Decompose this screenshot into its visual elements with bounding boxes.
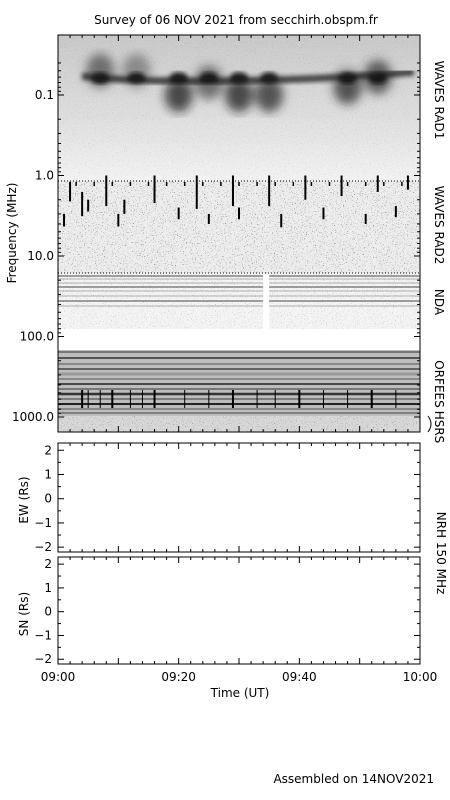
rs-tick-label: 0 [44, 605, 52, 619]
band-label: NDA [432, 289, 446, 316]
time-tick-label: 09:20 [161, 670, 196, 684]
ew-axis-ticks: 2 1 0 −1 −2 [34, 443, 420, 554]
rs-tick-label: −1 [34, 516, 52, 530]
hsrs-bracket [427, 415, 432, 433]
sn-axis-label: SN (Rs) [17, 592, 31, 636]
nrh-sn-panel: 2 1 0 −1 −2 SN (Rs) [17, 556, 421, 666]
time-tick-label: 10:00 [403, 670, 438, 684]
freq-tick-label: 10.0 [27, 249, 54, 263]
band-labels: WAVES RAD1 WAVES RAD2 NDA ORFEES HSRS [432, 61, 446, 444]
assembled-footer: Assembled on 14NOV2021 [273, 772, 434, 786]
band-label: WAVES RAD1 [432, 61, 446, 140]
time-tick-label: 09:00 [41, 670, 76, 684]
nda-data-gap [263, 273, 270, 329]
frequency-axis-ticks: 0.1 1.0 10.0 100.0 1000.0 [12, 62, 420, 424]
hsrs-texture [58, 416, 420, 432]
rs-tick-label: 2 [44, 557, 52, 571]
sn-frame [57, 556, 421, 665]
rad1-texture [58, 35, 420, 181]
nrh-time-ticks [57, 443, 421, 664]
nrh-150-label: NRH 150 MHz [434, 512, 448, 595]
time-axis-label: Time (UT) [210, 686, 270, 700]
sn-axis-ticks: 2 1 0 −1 −2 [34, 557, 420, 666]
rs-tick-label: 0 [44, 492, 52, 506]
freq-tick-label: 1000.0 [12, 410, 54, 424]
rs-tick-label: −2 [34, 540, 52, 554]
nda-lines [58, 275, 420, 307]
no-data-gap [58, 329, 420, 350]
rs-tick-label: 2 [44, 443, 52, 457]
orfees-lines [58, 351, 420, 414]
rs-tick-label: 1 [44, 581, 52, 595]
figure-title: Survey of 06 NOV 2021 from secchirh.obsp… [94, 13, 378, 27]
rs-tick-label: −1 [34, 628, 52, 642]
dynamic-spectrum-panel: 0.1 1.0 10.0 100.0 1000.0 [12, 34, 421, 433]
time-axis-ticks-top [57, 35, 421, 432]
freq-tick-label: 1.0 [35, 169, 54, 183]
band-label: WAVES RAD2 [432, 186, 446, 265]
freq-tick-label: 0.1 [35, 88, 54, 102]
ew-frame [57, 442, 421, 553]
time-tick-label: 09:40 [282, 670, 317, 684]
freq-tick-label: 100.0 [20, 330, 54, 344]
ew-axis-label: EW (Rs) [17, 476, 31, 523]
frequency-axis-label: Frequency (MHz) [5, 183, 19, 284]
rad2-texture [58, 181, 420, 273]
band-label: ORFEES [432, 360, 446, 407]
rs-tick-label: 1 [44, 467, 52, 481]
time-tick-labels: 09:00 09:20 09:40 10:00 [41, 670, 438, 684]
nrh-ew-panel: 2 1 0 −1 −2 EW (Rs) [17, 442, 421, 554]
band-label: HSRS [432, 411, 446, 444]
rs-tick-label: −2 [34, 652, 52, 666]
